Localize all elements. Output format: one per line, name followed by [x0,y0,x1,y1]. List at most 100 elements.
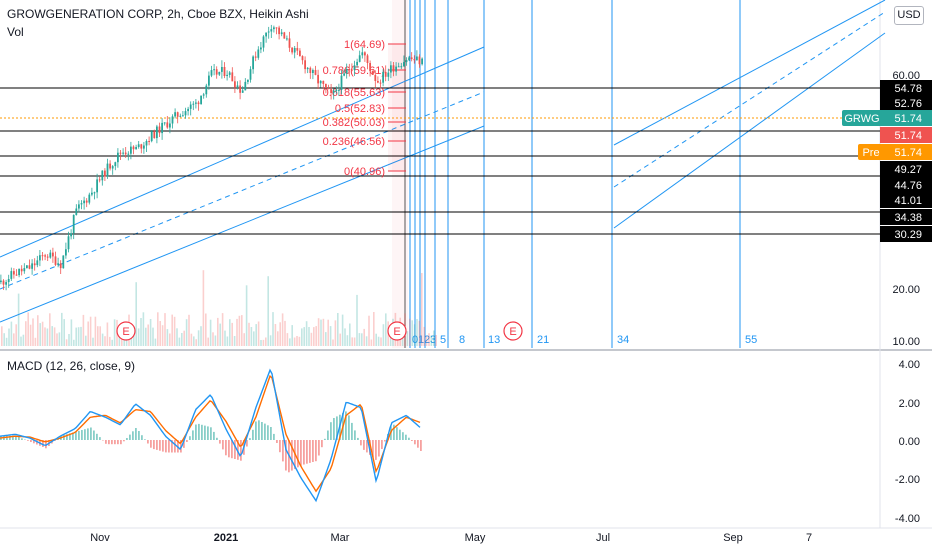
macd-histogram-bar [171,440,173,453]
fibonacci-retracement[interactable]: 1(64.69)0.786(59.61)0.618(55.63)0.5(52.8… [323,39,406,178]
candle-body [202,94,205,96]
macd-histogram-bar [291,440,293,471]
volume-bar [154,338,157,346]
macd-pane [0,368,422,503]
volume-bar [413,324,416,346]
candle-body [156,126,158,139]
candle-body [98,179,101,181]
volume-bar [159,321,161,346]
volume-bar [29,324,32,346]
candle-body [83,200,85,204]
macd-histogram-bar [78,430,80,440]
currency-button[interactable]: USD [894,6,924,25]
candle-body [309,67,312,73]
volume-bar [135,282,137,346]
macd-line [0,368,421,503]
macd-histogram-bar [135,428,137,440]
candle-body [140,144,143,149]
macd-legend[interactable]: MACD (12, 26, close, 9) [7,359,136,373]
volume-bar [409,318,411,346]
time-zone-label: 21 [537,334,549,346]
candle-body [390,65,392,73]
volume-bar [370,339,373,346]
volume-bar [313,327,315,346]
volume-bar [269,335,272,346]
volume-bar [423,326,425,346]
macd-histogram-bar [384,440,386,442]
time-zone-label: 1 [418,334,424,346]
macd-histogram-bar [147,440,149,444]
macd-tick-label: 2.00 [899,398,920,410]
volume-bar [104,336,106,346]
candle-body [273,27,275,30]
volume-legend[interactable]: Vol [7,25,24,39]
macd-histogram-bar [87,428,89,440]
candle-body [15,274,18,276]
volume-bar [421,273,423,346]
candle-body [226,74,228,76]
level-price-label: 52.76 [894,98,922,110]
volume-bar [166,329,169,346]
volume-bar [320,319,322,346]
candle-body [78,204,80,209]
volume-bar [361,333,363,346]
candle-body [330,89,332,93]
macd-histogram-bar [21,438,23,440]
candle-body [93,192,96,194]
earnings-marker[interactable]: E [116,321,136,341]
volume-bar [188,314,190,346]
earnings-marker-label: E [393,326,400,338]
volume-bar [97,326,99,346]
macd-histogram-bar [207,426,209,440]
volume-bar [178,337,181,346]
time-zone-label: 2 [424,334,430,346]
volume-bar [113,319,116,346]
macd-histogram-bar [282,440,284,462]
volume-bar [92,337,94,346]
candle-body [192,103,195,105]
candle-body [137,144,140,147]
volume-bar [190,333,193,346]
candle-body [127,153,130,155]
candle-body [88,194,91,203]
chart-title[interactable]: GROWGENERATION CORP, 2h, Cboe BZX, Heiki… [7,7,309,21]
macd-histogram-bar [105,440,107,444]
candle-body [176,112,179,117]
macd-histogram-bar [54,440,56,441]
candle-body [145,141,148,146]
macd-histogram-bar [96,433,98,440]
candle-body [351,69,353,71]
macd-histogram-bar [351,422,353,440]
earnings-marker[interactable]: E [387,321,407,341]
macd-histogram-bar [69,433,71,440]
candle-body [408,57,410,61]
volume-bar [253,331,255,346]
level-price-label: 34.38 [894,212,922,224]
macd-histogram-bar [84,429,86,440]
macd-histogram-bar [306,440,308,464]
volume-bar [152,327,154,346]
macd-histogram-bar [318,440,320,456]
earnings-marker[interactable]: E [503,321,523,341]
volume-bar [219,323,221,346]
macd-histogram-bar [63,435,65,440]
candle-body [135,147,137,150]
macd-histogram-bar [396,427,398,440]
time-axis[interactable]: Nov 2021 Mar May Jul Sep 7 [90,530,932,550]
volume-bar [243,333,245,346]
candle-body [49,252,52,258]
candle-body [41,255,44,257]
volume-bar [161,325,164,346]
volume-bar [77,327,80,346]
volume-bar [205,313,207,346]
volume-bar [341,314,344,346]
volume-bar [337,313,339,346]
volume-bar [272,312,274,346]
volume-bar [46,328,49,346]
horizontal-levels[interactable] [0,87,880,235]
price-axis[interactable]: 60.00 20.00 10.00 4.00 2.00 0.00 -2.00 -4.00 54.… [842,70,932,525]
volume-bar [250,327,253,346]
time-tick-label: Jul [596,532,610,544]
